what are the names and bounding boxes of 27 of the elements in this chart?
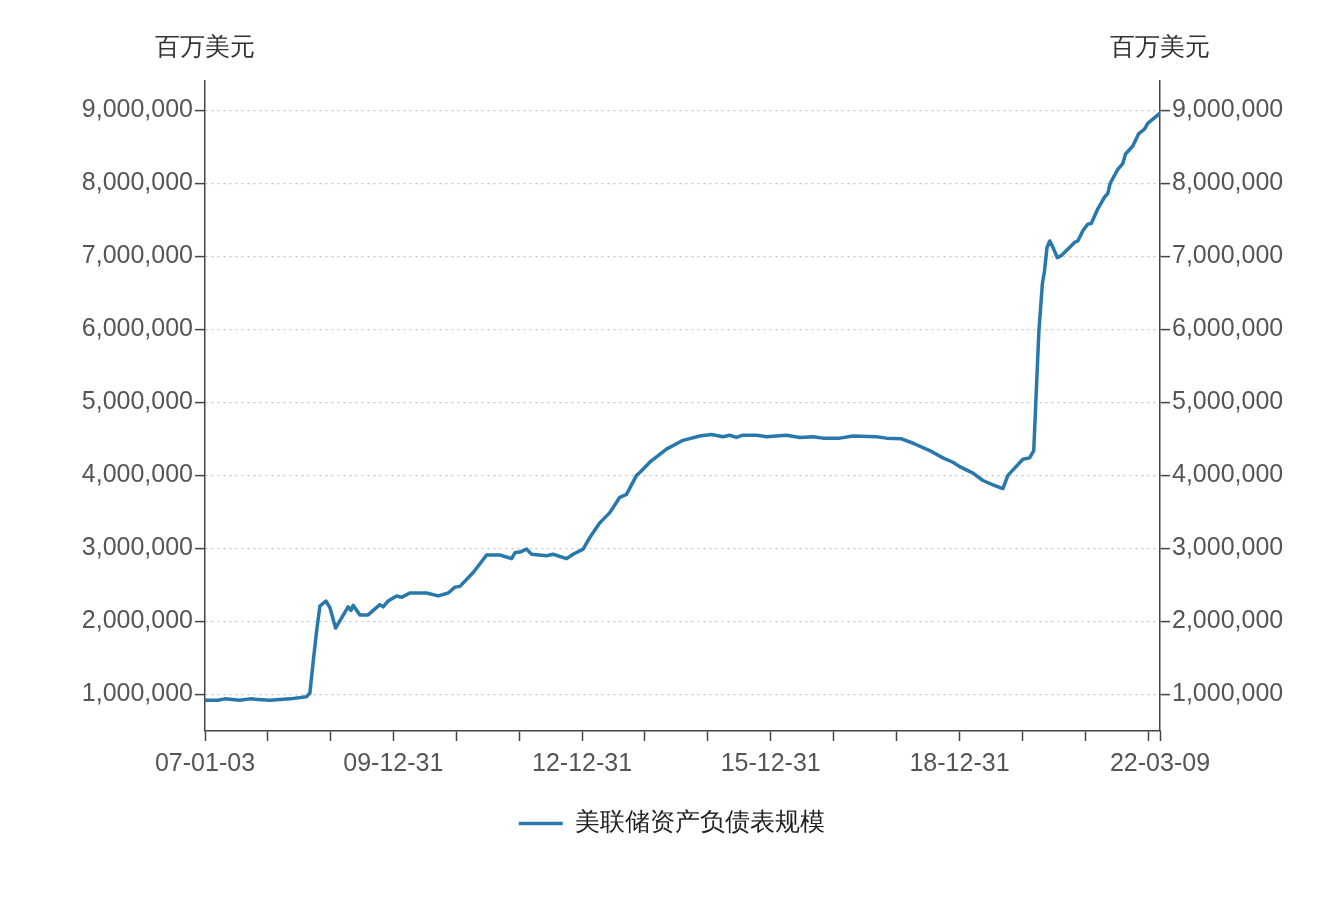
y-tick-label: 5,000,000 (81, 386, 193, 415)
y-tick-label: 4,000,000 (81, 459, 193, 488)
y2-tick-label: 6,000,000 (1172, 313, 1284, 342)
y-tick-label: 3,000,000 (81, 532, 193, 561)
y2-tick-label: 5,000,000 (1172, 386, 1284, 415)
x-tick-label: 07-01-03 (154, 747, 256, 776)
y-tick-label: 6,000,000 (81, 313, 193, 342)
y2-tick-label: 7,000,000 (1172, 240, 1284, 269)
legend-label: 美联储资产负债表规模 (575, 807, 826, 836)
y2-tick-label: 4,000,000 (1172, 459, 1284, 488)
y-tick-label: 9,000,000 (81, 94, 193, 123)
y2-tick-label: 2,000,000 (1172, 605, 1284, 634)
y2-axis-title: 百万美元 (1110, 31, 1210, 60)
x-tick-label: 09-12-31 (343, 747, 444, 776)
y-axis-title: 百万美元 (155, 31, 255, 60)
x-tick-label: 18-12-31 (909, 747, 1010, 776)
x-tick-label: 22-03-09 (1109, 747, 1211, 776)
y-tick-label: 2,000,000 (81, 605, 193, 634)
y2-tick-label: 9,000,000 (1172, 94, 1284, 123)
y2-tick-label: 3,000,000 (1172, 532, 1284, 561)
y-tick-label: 8,000,000 (81, 167, 193, 196)
y-tick-label: 1,000,000 (81, 678, 193, 707)
y2-tick-label: 8,000,000 (1172, 167, 1284, 196)
x-tick-label: 12-12-31 (532, 747, 633, 776)
y-tick-label: 7,000,000 (81, 240, 193, 269)
y2-tick-label: 1,000,000 (1172, 678, 1284, 707)
x-tick-label: 15-12-31 (720, 747, 821, 776)
